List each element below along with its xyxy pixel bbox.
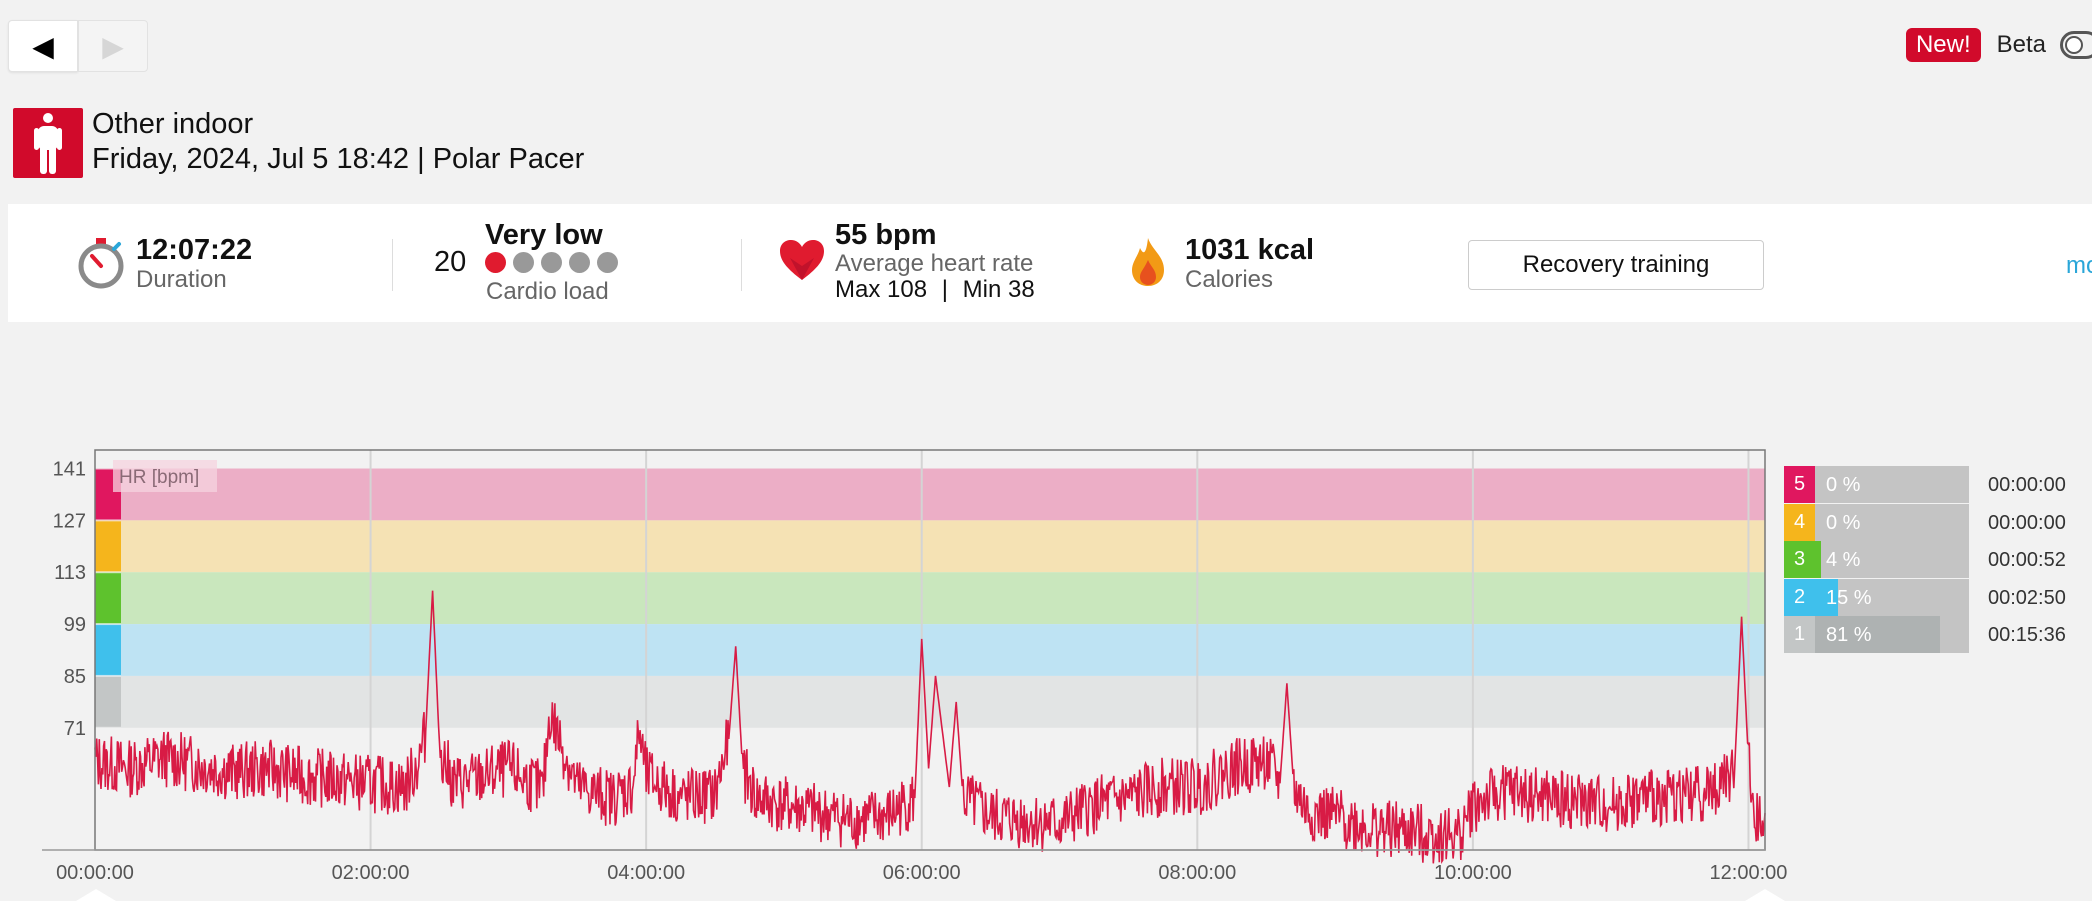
avg-hr-value: 55 bpm <box>835 219 937 251</box>
hr-series-line <box>94 590 1766 864</box>
sport-name: Other indoor <box>92 108 254 140</box>
zone-time: 00:00:00 <box>1988 474 2066 496</box>
zone-percent-bar <box>1815 616 1940 653</box>
zone-color-strip <box>95 469 121 727</box>
hr-min: Min 38 <box>962 276 1035 303</box>
zone-number: 4 <box>1784 503 1815 541</box>
cardio-dot <box>513 252 534 273</box>
beta-toggle[interactable] <box>2060 31 2092 59</box>
cardio-dot <box>485 252 506 273</box>
y-tick-label: 141 <box>53 459 86 481</box>
calories-value: 1031 kcal <box>1185 234 1315 266</box>
zone-row-4: 4 0 % <box>1784 503 1969 541</box>
zone-time: 00:00:00 <box>1988 511 2066 534</box>
flame-icon <box>1132 238 1164 286</box>
zone-number: 2 <box>1784 578 1815 616</box>
zone-percent-bar <box>1815 578 1839 616</box>
session-datetime: Friday, 2024, Jul 5 18:42 <box>92 143 410 175</box>
duration-label: Duration <box>136 266 227 293</box>
zone-time: 00:02:50 <box>1988 586 2066 609</box>
zone-row-3: 3 4 % <box>1784 541 1969 578</box>
new-badge: New! <box>1905 28 1981 62</box>
zone-bands <box>95 468 1765 728</box>
zone-row-1: 1 81 % <box>1784 616 1969 653</box>
x-axis-labels: 00:00:00 02:00:00 04:00:00 06:00:00 08:00:00… <box>56 862 1787 884</box>
summary-divider <box>741 239 742 291</box>
heart-icon <box>780 240 824 280</box>
zone-4-marker <box>95 521 121 572</box>
range-handle-left[interactable] <box>76 889 116 901</box>
x-tick-label: 04:00:00 <box>607 862 685 884</box>
zone-1-marker <box>95 676 121 727</box>
summary-divider <box>392 239 393 291</box>
y-tick-label: 71 <box>64 718 86 740</box>
summary-bar: 12:07:22 Duration 20 Very low Cardio loa… <box>8 204 2092 322</box>
stopwatch-icon <box>78 238 124 289</box>
zone-3-band <box>95 572 1765 625</box>
x-tick-label: 10:00:00 <box>1434 862 1512 884</box>
x-tick-label: 12:00:00 <box>1710 862 1788 884</box>
zone-percent: 15 % <box>1826 586 1872 609</box>
hr-min-max: Max 108 | Min 38 <box>835 276 1035 304</box>
zone-percent: 0 % <box>1826 474 1861 496</box>
x-tick-label: 06:00:00 <box>883 862 961 884</box>
cardio-dot <box>569 252 590 273</box>
hr-chart: 141 127 113 99 85 71 00:00:00 02:00:00 04:00:00… <box>42 449 1787 901</box>
zone-percent-bar <box>1815 541 1822 578</box>
zone-number: 1 <box>1784 616 1815 653</box>
zone-percent: 4 % <box>1826 549 1861 571</box>
x-tick-label: 02:00:00 <box>332 862 410 884</box>
cardio-load-dots <box>485 252 618 273</box>
zone-2-marker <box>95 625 121 675</box>
zone-number: 3 <box>1784 541 1815 578</box>
calories-label: Calories <box>1185 266 1274 293</box>
zone-3-marker <box>95 573 121 624</box>
next-session-button[interactable]: ▶ <box>78 20 148 72</box>
avg-hr-label: Average heart rate <box>835 250 1034 277</box>
forward-arrow-icon: ▶ <box>102 30 124 62</box>
cardio-load-value: 20 <box>434 246 467 278</box>
zone-number: 5 <box>1784 466 1815 503</box>
beta-switch-area: New! Beta <box>1905 28 2092 62</box>
zone-2-band <box>95 624 1765 676</box>
y-tick-label: 127 <box>53 510 86 532</box>
meta-separator: | <box>417 143 425 175</box>
hr-separator: | <box>941 276 948 303</box>
previous-session-button[interactable]: ◀ <box>8 20 78 72</box>
y-tick-label: 113 <box>54 562 86 584</box>
training-benefit-button[interactable]: Recovery training <box>1468 240 1764 290</box>
cardio-dot <box>597 252 618 273</box>
device-name: Polar Pacer <box>432 143 585 175</box>
y-tick-label: 99 <box>64 614 86 636</box>
cardio-load-label: Cardio load <box>486 278 609 305</box>
zone-percent: 81 % <box>1826 624 1872 646</box>
duration-value: 12:07:22 <box>136 234 253 266</box>
range-handle-right[interactable] <box>1745 889 1785 901</box>
beta-label: Beta <box>1996 31 2046 58</box>
cardio-load-level: Very low <box>485 219 603 251</box>
x-tick-label: 00:00:00 <box>56 862 134 884</box>
session-meta: Friday, 2024, Jul 5 18:42 | Polar Pacer <box>92 143 584 176</box>
zone-time: 00:00:52 <box>1988 549 2066 571</box>
x-tick-label: 08:00:00 <box>1158 862 1236 884</box>
cardio-dot <box>541 252 562 273</box>
history-navigation: ◀ ▶ <box>8 20 148 72</box>
hr-max: Max 108 <box>835 276 928 303</box>
more-link[interactable]: more <box>2066 252 2092 279</box>
y-tick-label: 85 <box>64 666 86 688</box>
y-axis-labels: 141 127 113 99 85 71 <box>53 459 86 740</box>
person-standing-icon <box>34 113 62 174</box>
sport-icon-tile <box>13 108 83 178</box>
series-label: HR [bpm] <box>119 467 199 488</box>
zone-1-band <box>95 675 1765 728</box>
zone-4-band <box>95 520 1765 573</box>
zone-time: 00:15:36 <box>1988 624 2066 646</box>
zone-row-2: 2 15 % <box>1784 578 1969 616</box>
zone-percent: 0 % <box>1826 511 1861 534</box>
zone-5-band <box>95 468 1765 521</box>
zone-row-5: 5 0 % <box>1784 466 1969 503</box>
series-label-box <box>113 460 217 492</box>
back-arrow-icon: ◀ <box>32 30 54 62</box>
